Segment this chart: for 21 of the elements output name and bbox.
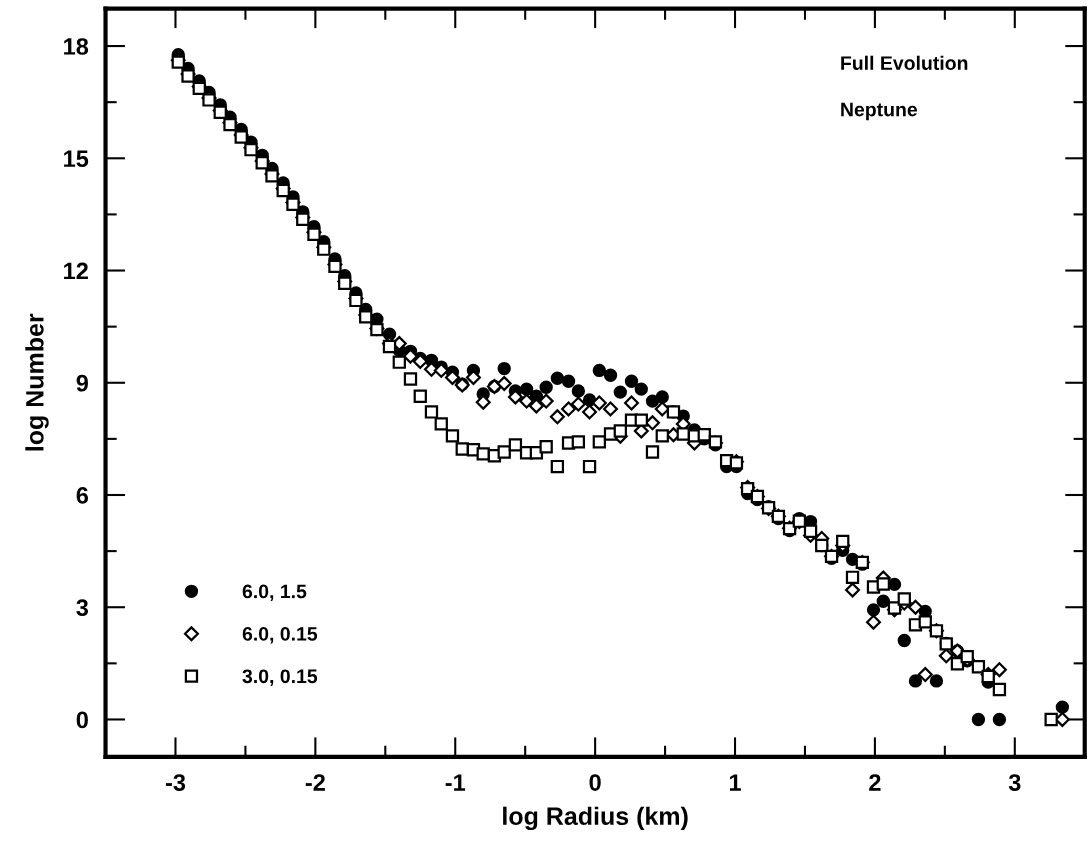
y-tick-label: 0 <box>76 711 88 729</box>
x-tick-label: 1 <box>729 774 741 791</box>
x-tick-label: 3 <box>1008 774 1021 791</box>
x-tick-label: -3 <box>165 774 186 791</box>
legend-label: 6.0, 1.5 <box>242 584 307 602</box>
x-tick-label: 0 <box>589 774 601 791</box>
x-tick-label: 2 <box>869 774 881 791</box>
legend-label: 6.0, 0.15 <box>242 626 318 644</box>
y-tick-label: 12 <box>64 262 88 280</box>
x-axis-title: log Radius (km) <box>503 806 688 831</box>
y-tick-label: 18 <box>64 38 89 55</box>
y-tick-label: 3 <box>76 599 89 617</box>
annotation: Full Evolution <box>841 55 968 70</box>
annotation: Neptune <box>841 102 918 121</box>
y-axis-title: log Number <box>25 313 49 451</box>
y-tick-label: 6 <box>76 487 89 504</box>
legend-label: 3.0, 0.15 <box>242 669 318 686</box>
y-tick-label: 15 <box>64 150 89 168</box>
y-tick-label: 9 <box>76 374 88 392</box>
x-tick-label: -1 <box>445 774 466 791</box>
x-tick-label: -2 <box>305 774 325 791</box>
